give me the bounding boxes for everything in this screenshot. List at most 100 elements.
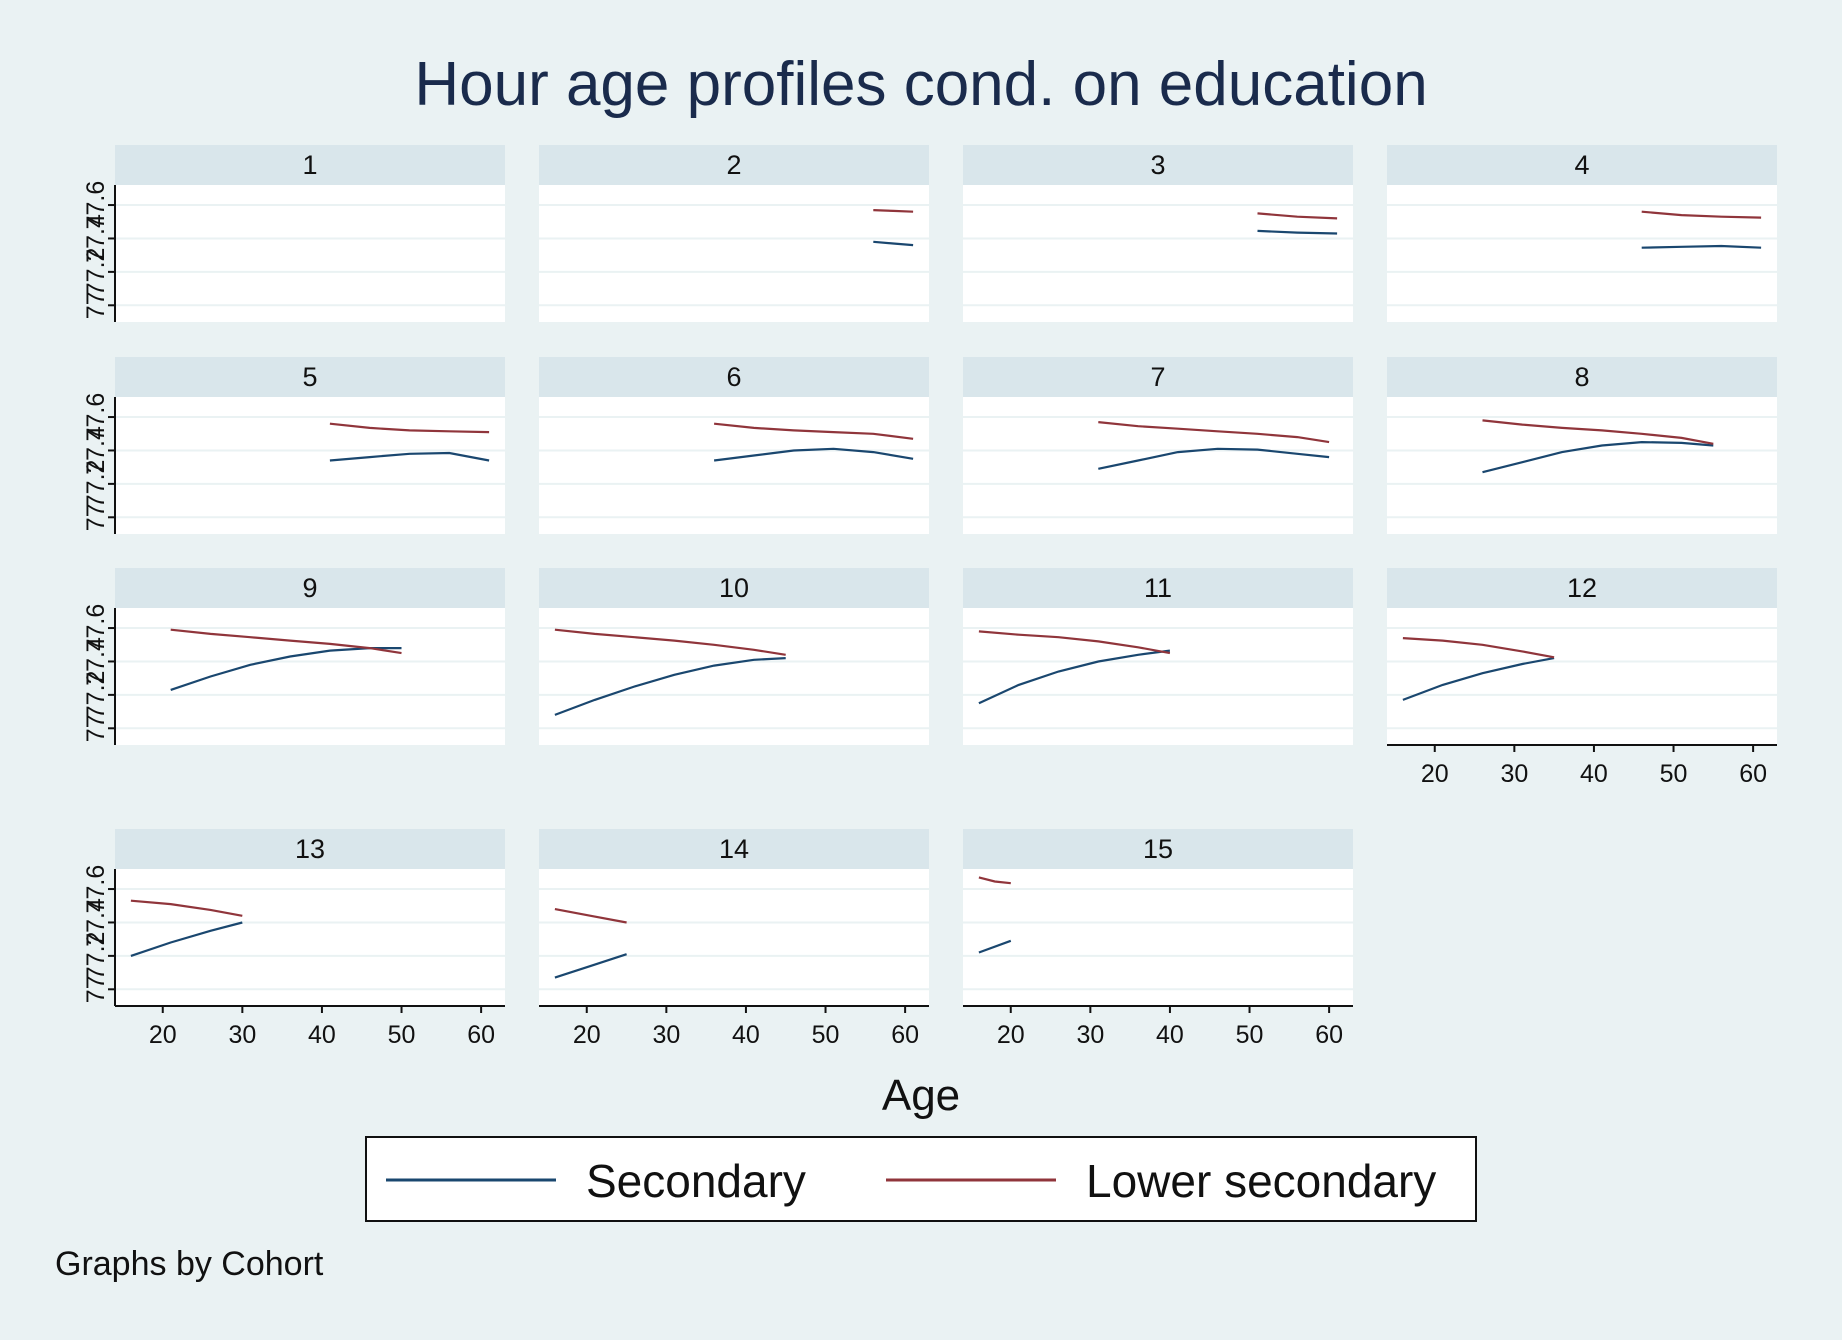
panel-strip [539, 568, 929, 608]
plot-region [115, 397, 505, 534]
series-line-lower-secondary [978, 630, 1171, 655]
series-line-secondary [554, 657, 786, 716]
panel-strip [539, 829, 929, 869]
series-line-secondary [1257, 229, 1338, 235]
panel-strip [115, 145, 505, 185]
y-tick-label: 77.4 [82, 898, 110, 947]
x-tick-label: 30 [1076, 1021, 1104, 1049]
chart-title: Hour age profiles cond. on education [414, 50, 1427, 119]
y-tick-label: 77.6 [82, 393, 110, 442]
series-line-lower-secondary [1482, 419, 1714, 445]
panel-12: 12 20 30 40 50 60 [1387, 568, 1777, 788]
panel-strip [963, 829, 1353, 869]
panel-3: 3 [963, 145, 1353, 322]
panel-strip [539, 357, 929, 397]
x-tick-label: 50 [388, 1021, 416, 1049]
y-tick-label: 77 [82, 503, 110, 531]
y-tick-label: 77.4 [82, 426, 110, 475]
series-line-secondary [713, 447, 914, 462]
x-tick-label: 40 [1156, 1021, 1184, 1049]
series-line-lower-secondary [1402, 637, 1555, 659]
panel-strip [115, 357, 505, 397]
series-line-secondary [873, 240, 914, 247]
x-tick-label: 50 [1236, 1021, 1264, 1049]
panel-strip [115, 568, 505, 608]
panel-2: 2 [539, 145, 929, 322]
y-tick-label: 77.4 [82, 637, 110, 686]
series-line-lower-secondary [1098, 421, 1330, 444]
y-tick-label: 77 [82, 714, 110, 742]
panel-11: 11 [963, 568, 1353, 745]
x-tick-label: 50 [812, 1021, 840, 1049]
series-line-secondary [1482, 440, 1714, 474]
panel-strip [963, 145, 1353, 185]
panel-strip [963, 568, 1353, 608]
panel-label: 7 [1150, 362, 1165, 392]
panel-7: 7 [963, 357, 1353, 534]
panel-strip [1387, 357, 1777, 397]
series-line-lower-secondary [873, 209, 914, 213]
panel-label: 3 [1150, 150, 1165, 180]
series-line-secondary [329, 451, 490, 462]
plot-region [963, 397, 1353, 534]
panel-label: 4 [1574, 150, 1589, 180]
chart-note: Graphs by Cohort [55, 1245, 324, 1283]
x-tick-label: 30 [1500, 760, 1528, 788]
series-line-secondary [1641, 244, 1762, 249]
panel-strip [1387, 145, 1777, 185]
x-tick-label: 30 [652, 1021, 680, 1049]
panel-label: 12 [1567, 573, 1597, 603]
series-line-lower-secondary [1257, 212, 1338, 220]
panel-label: 8 [1574, 362, 1589, 392]
y-tick-label: 77.4 [82, 214, 110, 263]
series-line-lower-secondary [329, 422, 490, 434]
y-tick-label: 77.2 [82, 460, 110, 509]
plot-region [1387, 397, 1777, 534]
x-tick-label: 60 [467, 1021, 495, 1049]
y-tick-label: 77.2 [82, 671, 110, 720]
panel-8: 8 [1387, 357, 1777, 534]
x-tick-label: 30 [228, 1021, 256, 1049]
x-tick-label: 20 [149, 1021, 177, 1049]
series-line-lower-secondary [978, 876, 1011, 885]
panel-strip [539, 145, 929, 185]
plot-region [963, 608, 1353, 745]
panel-label: 10 [719, 573, 749, 603]
panel-4: 4 [1387, 145, 1777, 322]
x-tick-label: 50 [1660, 760, 1688, 788]
plot-region [115, 869, 505, 1006]
panel-strip [963, 357, 1353, 397]
panel-label: 2 [726, 150, 741, 180]
series-line-secondary [1098, 447, 1330, 470]
legend: Secondary Lower secondary [365, 1136, 1477, 1222]
y-tick-label: 77 [82, 975, 110, 1003]
y-tick-label: 77.2 [82, 248, 110, 297]
x-tick-label: 40 [732, 1021, 760, 1049]
panel-strip [1387, 568, 1777, 608]
series-line-lower-secondary [170, 628, 402, 655]
series-line-secondary [130, 921, 243, 957]
x-tick-label: 20 [997, 1021, 1025, 1049]
y-tick-label: 77.6 [82, 865, 110, 914]
panel-label: 9 [302, 573, 317, 603]
panel-label: 1 [302, 150, 317, 180]
x-tick-label: 20 [1421, 760, 1449, 788]
series-line-lower-secondary [713, 422, 914, 440]
series-line-lower-secondary [1641, 210, 1762, 219]
panel-6: 6 [539, 357, 929, 534]
panel-label: 6 [726, 362, 741, 392]
panel-14: 14 20 30 40 50 60 [539, 829, 929, 1049]
plot-region [539, 608, 929, 745]
panel-label: 14 [719, 834, 749, 864]
panel-label: 11 [1144, 573, 1172, 603]
plot-region [963, 869, 1353, 1006]
x-tick-label: 60 [1315, 1021, 1343, 1049]
plot-region [1387, 608, 1777, 745]
y-tick-label: 77 [82, 291, 110, 319]
